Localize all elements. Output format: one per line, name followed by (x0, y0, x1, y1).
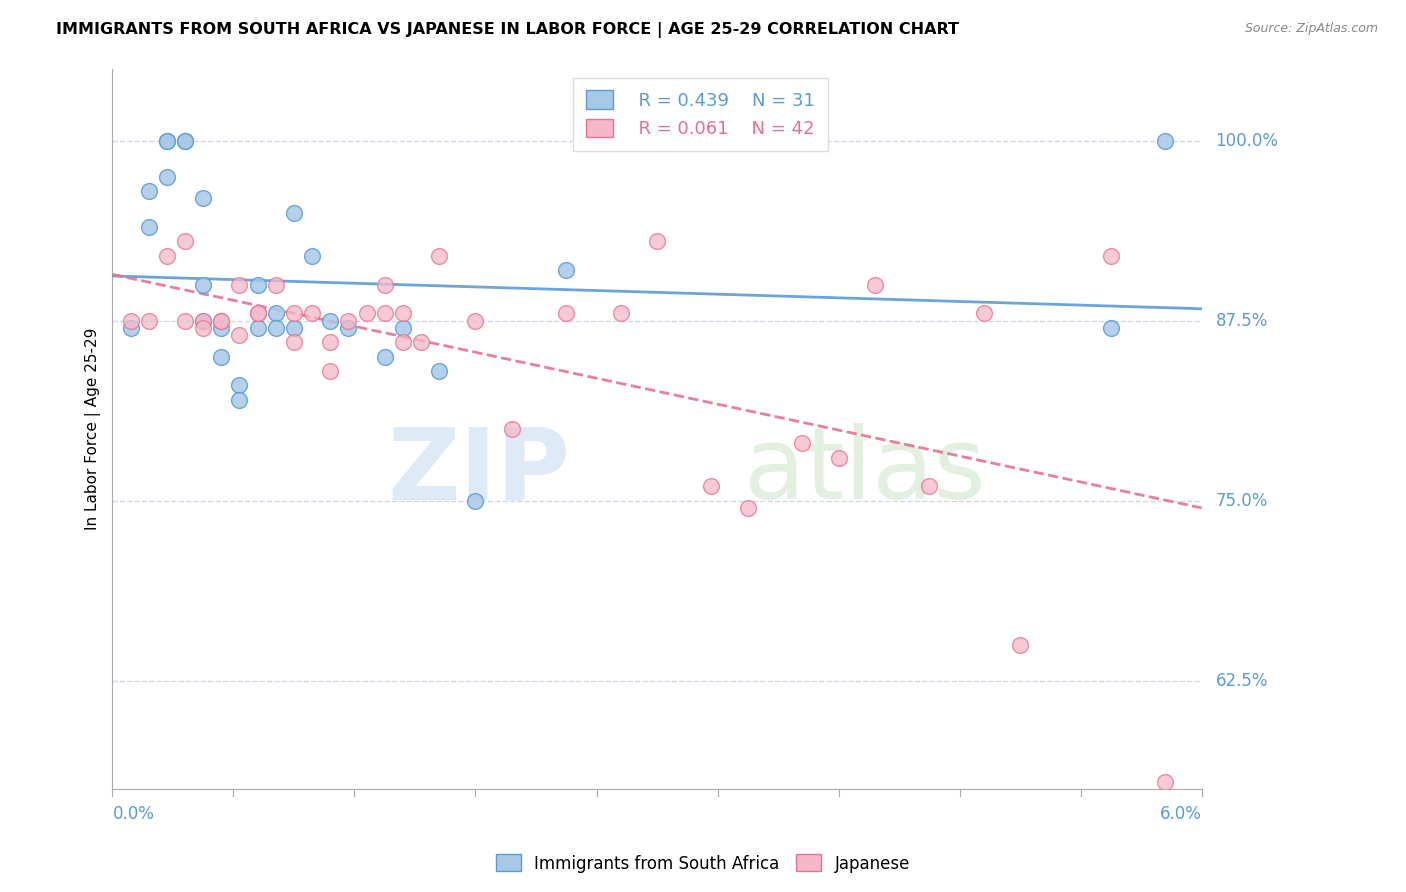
Legend:   R = 0.439    N = 31,   R = 0.061    N = 42: R = 0.439 N = 31, R = 0.061 N = 42 (574, 78, 828, 151)
Point (246, 306, 269, 320)
Point (319, 335, 342, 350)
Point (337, 313, 360, 327)
Point (427, 249, 450, 263)
Point (156, 249, 179, 263)
Text: 6.0%: 6.0% (1160, 805, 1202, 823)
Point (283, 321, 305, 335)
Point (193, 321, 215, 335)
Point (319, 364, 342, 378)
Point (156, 134, 179, 148)
Point (228, 277, 250, 292)
Point (138, 184, 160, 198)
Point (374, 350, 396, 364)
Y-axis label: In Labor Force | Age 25-29: In Labor Force | Age 25-29 (86, 327, 101, 530)
Point (827, 450, 849, 465)
Point (264, 321, 287, 335)
Point (737, 500, 759, 515)
Point (120, 313, 142, 327)
Point (193, 191, 215, 205)
Point (374, 277, 396, 292)
Legend: Immigrants from South Africa, Japanese: Immigrants from South Africa, Japanese (489, 847, 917, 880)
Point (283, 306, 305, 320)
Point (228, 378, 250, 392)
Text: 100.0%: 100.0% (1216, 131, 1278, 150)
Point (464, 493, 486, 508)
Point (555, 306, 578, 320)
Point (555, 263, 578, 277)
Point (1099, 321, 1122, 335)
Point (138, 219, 160, 234)
Point (1154, 134, 1177, 148)
Point (174, 313, 197, 327)
Point (264, 277, 287, 292)
Point (337, 321, 360, 335)
Point (209, 321, 232, 335)
Point (1010, 638, 1032, 652)
Point (609, 306, 631, 320)
Point (374, 306, 396, 320)
Point (174, 134, 197, 148)
Point (319, 313, 342, 327)
Point (228, 328, 250, 343)
Point (209, 313, 232, 327)
Point (283, 335, 305, 350)
Point (392, 306, 415, 320)
Point (156, 169, 179, 184)
Point (427, 364, 450, 378)
Point (501, 422, 523, 436)
Point (138, 313, 160, 327)
Point (792, 436, 814, 450)
Text: 0.0%: 0.0% (112, 805, 155, 823)
Text: ZIP: ZIP (387, 424, 569, 520)
Point (193, 313, 215, 327)
Point (392, 321, 415, 335)
Point (228, 392, 250, 407)
Text: Source: ZipAtlas.com: Source: ZipAtlas.com (1244, 22, 1378, 36)
Point (973, 306, 995, 320)
Point (209, 313, 232, 327)
Point (174, 134, 197, 148)
Point (301, 306, 323, 320)
Point (246, 277, 269, 292)
Point (863, 277, 886, 292)
Point (283, 205, 305, 219)
Point (1154, 774, 1177, 789)
Point (156, 134, 179, 148)
Point (700, 479, 723, 493)
Point (645, 235, 668, 249)
Point (120, 321, 142, 335)
Point (193, 277, 215, 292)
Point (1099, 249, 1122, 263)
Point (193, 313, 215, 327)
Text: atlas: atlas (744, 424, 986, 520)
Point (301, 249, 323, 263)
Point (246, 306, 269, 320)
Point (918, 479, 941, 493)
Text: 87.5%: 87.5% (1216, 311, 1268, 330)
Text: IMMIGRANTS FROM SOUTH AFRICA VS JAPANESE IN LABOR FORCE | AGE 25-29 CORRELATION : IMMIGRANTS FROM SOUTH AFRICA VS JAPANESE… (56, 22, 959, 38)
Point (246, 321, 269, 335)
Point (409, 335, 432, 350)
Point (174, 235, 197, 249)
Point (356, 306, 378, 320)
Text: 75.0%: 75.0% (1216, 491, 1268, 509)
Point (464, 313, 486, 327)
Text: 62.5%: 62.5% (1216, 672, 1268, 690)
Point (392, 335, 415, 350)
Point (209, 350, 232, 364)
Point (264, 306, 287, 320)
